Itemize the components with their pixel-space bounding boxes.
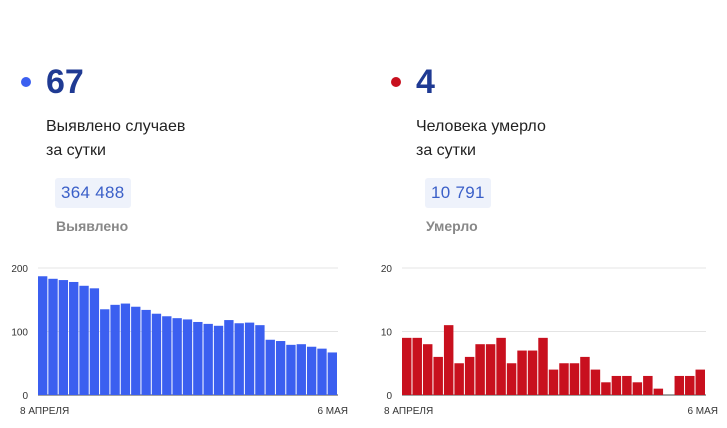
bar: [685, 375, 695, 395]
bar: [632, 382, 643, 395]
bar: [590, 369, 601, 395]
y-tick-label: 100: [11, 328, 28, 339]
bar: [433, 356, 443, 395]
deaths-total-label: Умерло: [426, 218, 478, 234]
bar: [255, 325, 265, 395]
y-tick-label: 0: [22, 391, 28, 402]
deaths-total-badge: 10 791: [425, 178, 491, 208]
bar: [193, 321, 203, 395]
bar: [611, 375, 622, 395]
bar: [79, 285, 89, 395]
bar: [506, 363, 517, 395]
bar: [580, 356, 590, 395]
bar: [422, 344, 433, 395]
bar: [548, 369, 559, 395]
bar: [475, 344, 485, 395]
bar: [69, 281, 79, 395]
cases-label-line1: Выявлено случаев: [46, 118, 186, 135]
bar: [454, 363, 464, 395]
y-tick-label: 200: [11, 264, 28, 275]
cases-label: Выявлено случаев за сутки: [46, 115, 185, 163]
cases-label-line2: за сутки: [46, 142, 106, 159]
cases-count: 67: [46, 63, 84, 101]
bar: [182, 319, 193, 395]
cases-total-badge: 364 488: [55, 178, 131, 208]
deaths-panel: 4 Человека умерло за сутки 10 791 Умерло…: [370, 0, 727, 428]
y-tick-label: 0: [386, 391, 392, 402]
bar: [443, 325, 454, 395]
bar: [203, 323, 213, 395]
bar: [402, 337, 412, 395]
deaths-label: Человека умерло за сутки: [416, 115, 546, 163]
bar: [110, 304, 120, 395]
bar: [244, 322, 255, 395]
bar: [674, 375, 685, 395]
bar: [559, 363, 569, 395]
bar: [527, 350, 538, 395]
deaths-count: 4: [416, 63, 435, 101]
deaths-label-line1: Человека умерло: [416, 118, 546, 135]
bar: [485, 344, 496, 395]
x-label-start: 8 АПРЕЛЯ: [20, 406, 69, 417]
bar: [58, 280, 69, 395]
cases-chart: 0 100 200 8 АПРЕЛЯ 6 МАЯ: [0, 255, 360, 425]
bar: [100, 309, 110, 395]
bar: [569, 363, 580, 395]
bar: [464, 356, 475, 395]
cases-dot: [21, 77, 31, 87]
bar: [327, 352, 337, 395]
deaths-chart: 0 10 20 8 АПРЕЛЯ 6 МАЯ: [370, 255, 727, 425]
bar: [151, 313, 162, 395]
x-label-end: 6 МАЯ: [687, 406, 718, 417]
bar: [89, 288, 100, 395]
bar: [306, 346, 317, 395]
deaths-label-line2: за сутки: [416, 142, 476, 159]
bar: [601, 382, 611, 395]
deaths-dot: [391, 77, 401, 87]
cases-total-label: Выявлено: [56, 218, 129, 234]
bar: [265, 339, 275, 395]
y-tick-label: 20: [381, 264, 393, 275]
y-tick-label: 10: [381, 328, 393, 339]
cases-panel: 67 Выявлено случаев за сутки 364 488 Выя…: [0, 0, 360, 428]
bar: [643, 375, 653, 395]
bar: [38, 276, 48, 395]
bar: [234, 323, 244, 395]
bar: [286, 344, 296, 395]
bar: [296, 344, 306, 395]
bar: [120, 303, 131, 395]
bar: [496, 337, 506, 395]
bar: [141, 309, 151, 395]
cases-chart-svg: 0 100 200 8 АПРЕЛЯ 6 МАЯ: [11, 264, 348, 417]
bar: [517, 350, 527, 395]
bar: [224, 320, 234, 395]
bar: [162, 316, 172, 395]
bar: [317, 348, 327, 395]
x-label-end: 6 МАЯ: [317, 406, 348, 417]
bar: [695, 369, 705, 395]
bar: [48, 278, 58, 395]
bar: [131, 306, 141, 395]
bar: [622, 375, 632, 395]
x-label-start: 8 АПРЕЛЯ: [384, 406, 433, 417]
bar: [172, 318, 182, 395]
bar: [275, 341, 286, 395]
bar: [412, 337, 422, 395]
deaths-chart-svg: 0 10 20 8 АПРЕЛЯ 6 МАЯ: [381, 264, 718, 417]
bar: [213, 325, 224, 395]
bar: [653, 388, 664, 395]
bar: [538, 337, 548, 395]
